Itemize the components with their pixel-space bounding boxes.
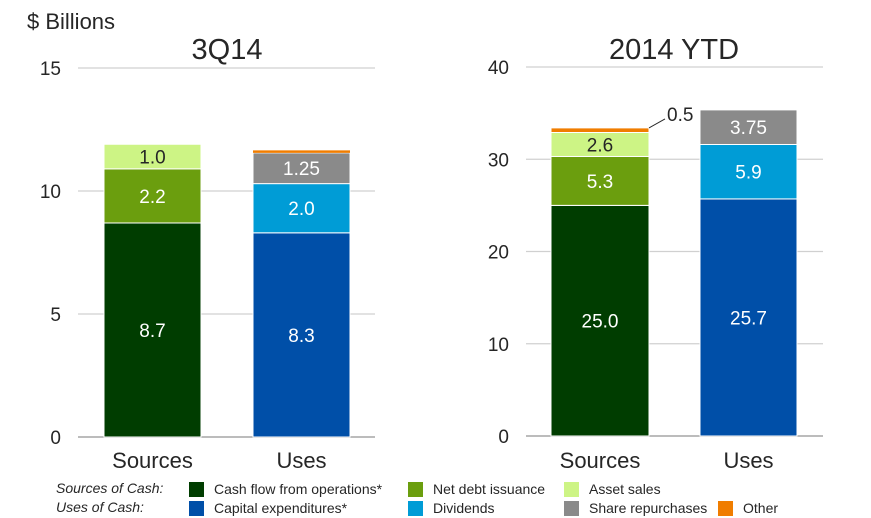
data-label: 8.3 <box>288 326 314 347</box>
legend-item-capital-expenditures: Capital expenditures* <box>189 500 347 516</box>
data-label: 8.7 <box>139 321 165 342</box>
legend-item-share-repurchases: Share repurchases <box>564 500 707 516</box>
legend-swatch-share-repurchases <box>564 500 579 516</box>
data-label: 2.0 <box>288 199 314 220</box>
x-category-label: Sources <box>560 448 641 473</box>
data-label: 5.3 <box>587 172 613 193</box>
legend-swatch-net-debt <box>408 481 423 497</box>
bar-segment-cash-flow-ops <box>103 222 202 438</box>
y-tick-label: 15 <box>40 59 61 80</box>
data-label: 2.2 <box>139 187 165 208</box>
legend-swatch-cash-flow-ops <box>189 481 204 497</box>
data-label: 3.75 <box>730 118 767 139</box>
legend-label: Capital expenditures* <box>214 500 348 516</box>
legend-label: Dividends <box>433 500 495 516</box>
legend-item-dividends: Dividends <box>408 500 494 516</box>
legend-label: Cash flow from operations* <box>214 481 383 497</box>
legend-swatch-dividends <box>408 500 423 516</box>
y-axis-unit-label: $ Billions <box>27 9 116 34</box>
legend-sources-label: Sources of Cash: <box>56 480 164 496</box>
legend-label: Asset sales <box>589 481 661 497</box>
legend-item-asset-sales: Asset sales <box>564 481 661 497</box>
bar-segment-cash-flow-ops <box>550 204 650 437</box>
y-tick-label: 0 <box>50 428 61 449</box>
data-label: 5.9 <box>735 163 761 184</box>
y-tick-label: 30 <box>488 150 509 171</box>
x-category-label: Uses <box>276 448 326 473</box>
y-tick-label: 5 <box>50 305 61 326</box>
y-tick-label: 10 <box>488 335 509 356</box>
legend-label: Net debt issuance <box>433 481 546 497</box>
bar-segment-other <box>253 150 350 153</box>
bar-segment-capex <box>252 232 351 438</box>
y-tick-label: 20 <box>488 243 509 264</box>
callout-leader-line <box>648 118 666 129</box>
legend-swatch-asset-sales <box>564 481 579 497</box>
y-tick-label: 40 <box>488 58 509 79</box>
bar-segment-net-debt <box>103 168 202 224</box>
bar-segment-dividends <box>252 183 351 234</box>
legend-label: Share repurchases <box>589 500 708 516</box>
legend-uses-label: Uses of Cash: <box>56 499 144 515</box>
x-category-label: Uses <box>723 448 773 473</box>
callout-label: 0.5 <box>667 105 693 126</box>
y-tick-label: 0 <box>498 427 509 448</box>
data-label: 2.6 <box>587 135 613 156</box>
x-category-label: Sources <box>112 448 193 473</box>
charts-canvas: 3Q14 0 5 10 15 8.7 2.2 1.0 Sources 8.3 2.0 1.25 Uses… <box>40 34 823 473</box>
legend-item-cash-flow-from-operations: Cash flow from operations* <box>189 481 382 497</box>
data-label: 1.0 <box>139 148 165 169</box>
bar-segment-share-repurchases <box>699 109 798 145</box>
legend-label: Other <box>743 500 779 516</box>
bar-segment-capex <box>699 198 798 437</box>
legend: Sources of Cash: Uses of Cash: Cash flow… <box>0 478 871 518</box>
data-label: 25.0 <box>582 312 619 333</box>
legend-item-other: Other <box>718 500 778 516</box>
chart-title-2014-ytd: 2014 YTD <box>609 34 739 66</box>
data-label: 25.7 <box>730 308 767 329</box>
chart-title-3q14: 3Q14 <box>192 34 263 66</box>
bar-segment-asset-sales <box>103 143 202 170</box>
bar-segment-share-repurchases <box>252 152 351 185</box>
legend-swatch-other <box>718 500 733 516</box>
bar-segment-other <box>550 127 650 133</box>
bar-segment-net-debt <box>550 155 650 206</box>
data-label: 1.25 <box>283 159 320 180</box>
legend-swatch-capex <box>189 500 204 516</box>
bar-segment-dividends <box>699 143 798 200</box>
legend-item-net-debt-issuance: Net debt issuance <box>408 481 545 497</box>
y-tick-label: 10 <box>40 182 61 203</box>
